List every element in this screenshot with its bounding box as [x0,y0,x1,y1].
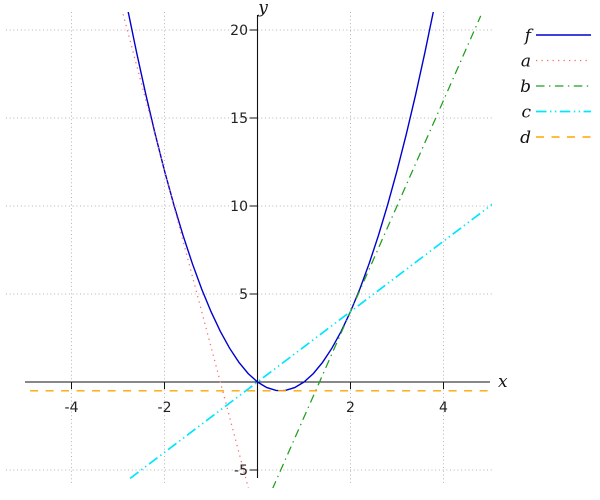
x-tick-label: -2 [158,400,172,416]
y-tick-label: 20 [230,23,248,39]
legend-label-d: d [520,128,531,148]
series-a-line [121,12,249,488]
y-axis-label: y [257,0,268,18]
x-tick-label: 4 [439,400,448,416]
series-layer [30,12,492,488]
x-axis-label: x [498,372,508,392]
legend-label-b: b [520,77,531,97]
axes-layer: -4 -2 2 4 -5 5 10 15 20 [25,15,490,479]
grid-layer [6,12,492,485]
legend-label-c: c [521,103,531,123]
y-tick-label: 10 [230,199,248,215]
y-tick-label: 15 [230,111,248,127]
x-tick-label: -4 [65,400,79,416]
x-tick-label: 2 [346,400,355,416]
series-c-line [129,203,492,480]
legend-label-f: f [523,26,534,46]
y-tick-label: 5 [239,287,248,303]
series-f-line [127,12,434,392]
y-tick-label: -5 [234,463,248,479]
legend-label-a: a [521,52,531,72]
series-b-line [272,15,482,488]
